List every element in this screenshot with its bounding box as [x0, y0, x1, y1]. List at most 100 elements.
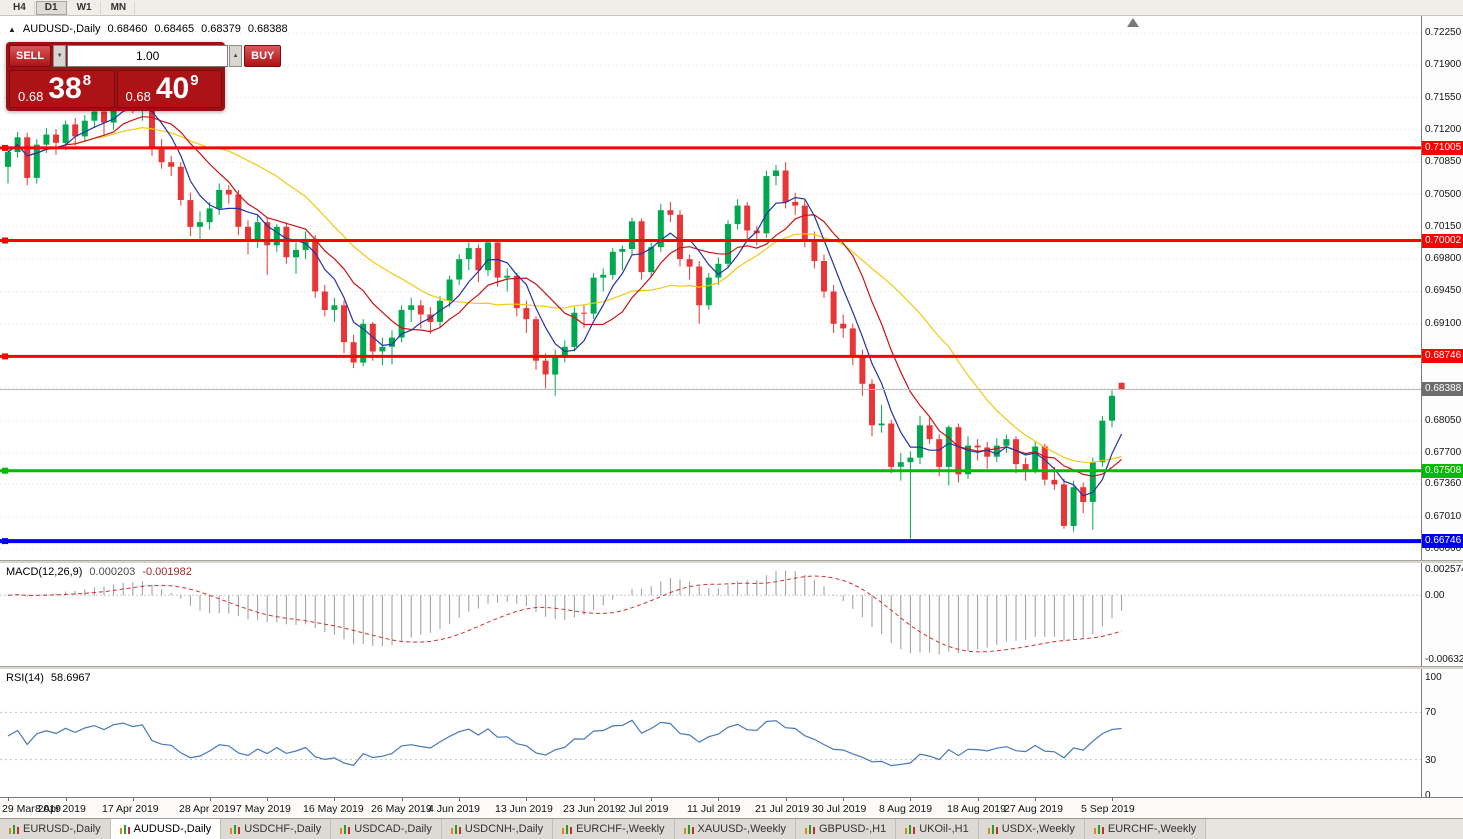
chart-icon: [230, 824, 241, 835]
date-axis-label: 13 Jun 2019: [495, 803, 553, 815]
date-axis-label: 8 Apr 2019: [35, 803, 86, 815]
timeframe-button-w1[interactable]: W1: [68, 0, 101, 15]
date-axis-label: 11 Jul 2019: [687, 803, 741, 815]
chart-tab-label: UKOil-,H1: [919, 823, 969, 835]
one-click-trading-toggle-icon[interactable]: ▲: [8, 24, 16, 34]
chart-tab[interactable]: UKOil-,H1: [896, 819, 979, 839]
chart-symbol-label: AUDUSD-,Daily: [22, 23, 101, 35]
price-axis-label: 0.72250: [1425, 27, 1462, 38]
volume-increase-button[interactable]: ▲: [229, 45, 243, 67]
buy-price-box[interactable]: 0.68 40 9: [116, 70, 222, 108]
macd-axis-label: 0.00: [1425, 590, 1445, 601]
price-axis-label: 0.71550: [1425, 92, 1462, 103]
chart-shift-marker-icon: [1127, 18, 1139, 27]
timeframe-button-h4[interactable]: H4: [4, 0, 35, 15]
date-axis-label: 5 Sep 2019: [1081, 803, 1135, 815]
chart-icon: [804, 824, 815, 835]
chart-tab-label: GBPUSD-,H1: [818, 823, 887, 835]
chart-tab[interactable]: USDCAD-,Daily: [331, 819, 442, 839]
chart-tab[interactable]: EURCHF-,Weekly: [1084, 819, 1207, 839]
volume-control: ▼ ▲: [53, 45, 243, 67]
price-chart-canvas[interactable]: [0, 16, 1421, 560]
ohlc-low: 0.68379: [201, 23, 241, 35]
trade-controls-row: SELL ▼ ▲ BUY: [9, 45, 282, 67]
date-axis-label: 28 Apr 2019: [179, 803, 236, 815]
date-axis-tick: [210, 798, 211, 801]
panel-splitter[interactable]: [0, 560, 1463, 563]
ohlc-close: 0.68388: [247, 23, 288, 35]
chart-icon: [1093, 824, 1104, 835]
timeframe-toolbar: H4 D1 W1 MN: [0, 0, 1463, 16]
date-axis-label: 26 May 2019: [371, 803, 432, 815]
rsi-panel: RSI(14) 58.6967: [0, 669, 1421, 797]
rsi-canvas[interactable]: [0, 669, 1421, 797]
volume-decrease-button[interactable]: ▼: [53, 45, 67, 67]
sell-price-box[interactable]: 0.68 38 8: [9, 70, 115, 108]
rsi-axis-label: 0: [1425, 790, 1431, 801]
date-axis-label: 8 Aug 2019: [879, 803, 933, 815]
trade-prices-row: 0.68 38 8 0.68 40 9: [9, 70, 222, 108]
buy-button[interactable]: BUY: [244, 45, 282, 67]
chart-icon: [987, 824, 998, 835]
price-axis-label: 0.70150: [1425, 221, 1462, 232]
chart-tab[interactable]: GBPUSD-,H1: [795, 819, 897, 839]
chart-tab[interactable]: EURCHF-,Weekly: [553, 819, 675, 839]
date-axis-tick: [267, 798, 268, 801]
date-axis-label: 4 Jun 2019: [428, 803, 480, 815]
macd-name: MACD(12,26,9): [6, 566, 83, 578]
date-axis-tick: [1112, 798, 1113, 801]
rsi-axis-label: 30: [1425, 755, 1437, 766]
date-axis-label: 17 Apr 2019: [102, 803, 159, 815]
panel-splitter[interactable]: [0, 666, 1463, 669]
price-chart-panel: ▲ AUDUSD-,Daily 0.68460 0.68465 0.68379 …: [0, 16, 1421, 560]
chart-tab[interactable]: XAUUSD-,Weekly: [674, 819, 796, 839]
chart-tab-label: USDX-,Weekly: [1001, 823, 1075, 835]
timeframe-button-mn[interactable]: MN: [102, 0, 136, 15]
chart-icon: [340, 824, 351, 835]
price-axis-label: 0.70850: [1425, 156, 1462, 167]
price-axis-label: 0.70500: [1425, 189, 1462, 200]
macd-axis-label: -0.006326: [1425, 654, 1463, 665]
price-axis-label: 0.67700: [1425, 447, 1462, 458]
macd-canvas[interactable]: [0, 563, 1421, 666]
current-price-tag: 0.68388: [1422, 382, 1463, 396]
sell-price-prefix: 0.68: [18, 89, 44, 104]
date-axis-tick: [66, 798, 67, 801]
price-axis-label: 0.67010: [1425, 511, 1462, 522]
date-axis-tick: [133, 798, 134, 801]
date-axis-tick: [786, 798, 787, 801]
chart-tab[interactable]: USDX-,Weekly: [978, 819, 1085, 839]
macd-axis-label: 0.002574: [1425, 564, 1463, 575]
chart-tab[interactable]: USDCHF-,Daily: [221, 819, 332, 839]
price-axis[interactable]: 0.72250 0.71900 0.71550 0.71200 0.70850 0.705…: [1421, 16, 1463, 801]
macd-label: MACD(12,26,9) 0.000203 -0.001982: [6, 566, 192, 578]
macd-panel: MACD(12,26,9) 0.000203 -0.001982: [0, 563, 1421, 666]
date-axis-label: 2 Jul 2019: [620, 803, 669, 815]
macd-value-main: 0.000203: [89, 566, 136, 578]
rsi-name: RSI(14): [6, 672, 44, 684]
date-axis-label: 23 Jun 2019: [563, 803, 621, 815]
chart-tab[interactable]: USDCNH-,Daily: [441, 819, 554, 839]
buy-price-prefix: 0.68: [125, 89, 151, 104]
date-axis-tick: [459, 798, 460, 801]
chart-tab[interactable]: AUDUSD-,Daily: [110, 819, 222, 839]
level-price-tag: 0.66746: [1422, 534, 1463, 548]
date-axis-tick: [978, 798, 979, 801]
time-axis[interactable]: 29 Mar 2019 8 Apr 2019 17 Apr 2019 28 Apr 2…: [0, 797, 1463, 818]
sell-price-sup: 8: [82, 72, 92, 89]
price-axis-label: 0.66660: [1425, 543, 1462, 554]
level-price-tag: 0.67508: [1422, 464, 1463, 478]
chart-tab-label: EURCHF-,Weekly: [576, 823, 665, 835]
sell-button[interactable]: SELL: [9, 45, 52, 67]
timeframe-button-d1[interactable]: D1: [35, 0, 67, 15]
sell-price-big: 38: [48, 72, 82, 105]
ohlc-open: 0.68460: [107, 23, 148, 35]
date-axis-tick: [910, 798, 911, 801]
chart-title: ▲ AUDUSD-,Daily 0.68460 0.68465 0.68379 …: [8, 23, 288, 35]
date-axis-tick: [526, 798, 527, 801]
chart-tab-label: USDCAD-,Daily: [354, 823, 432, 835]
chart-tab[interactable]: EURUSD-,Daily: [0, 819, 111, 839]
volume-input[interactable]: [67, 45, 229, 67]
price-axis-label: 0.67360: [1425, 478, 1462, 489]
date-axis-tick: [594, 798, 595, 801]
